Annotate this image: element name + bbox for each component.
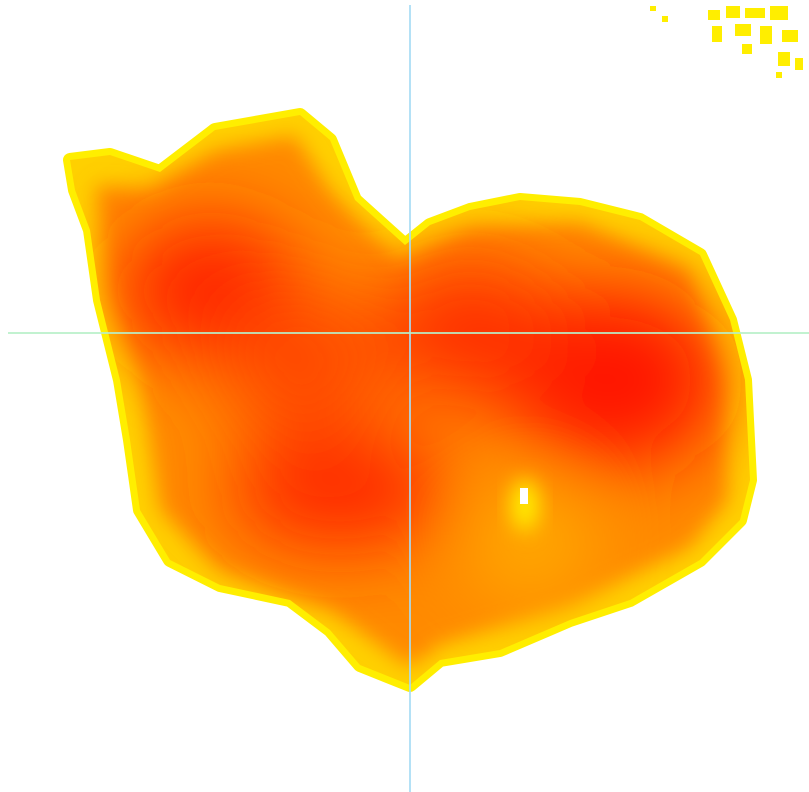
bright-spot [511, 479, 539, 531]
page [0, 0, 809, 792]
heatmap-view [0, 0, 809, 792]
bright-core [520, 488, 528, 504]
